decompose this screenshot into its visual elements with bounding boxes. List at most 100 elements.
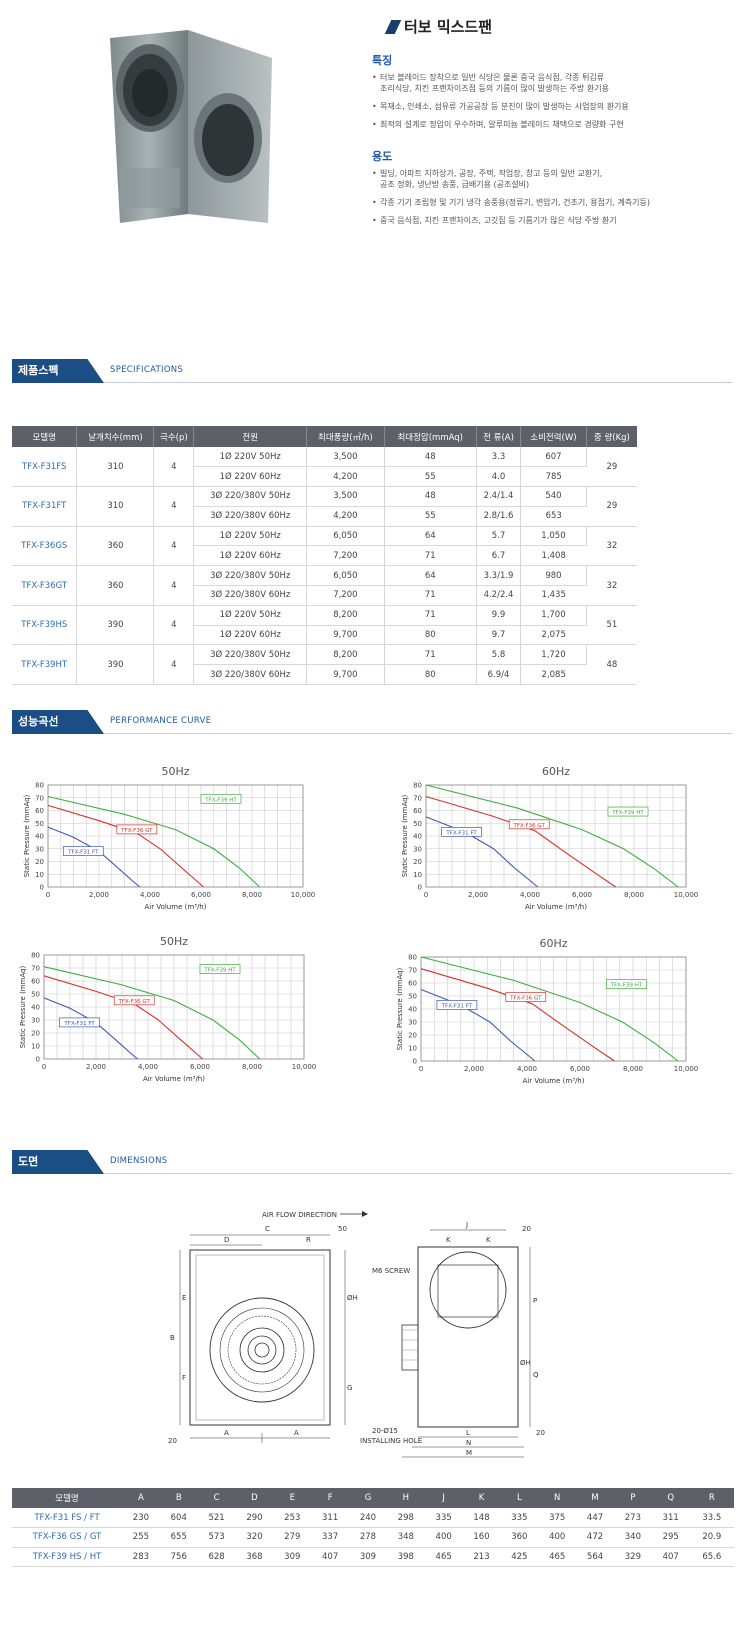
y-tick-label: 70	[31, 965, 40, 973]
dims-cell: 360	[500, 1527, 539, 1548]
spec-cell-weight: 29	[586, 486, 637, 527]
chart-60hz-a: 60Hz 0 10 20 30 40 50 60 70 80 0 2,000 4,000 6,000 8,0…	[398, 763, 698, 923]
feature-item-line: 최적의 설계로 정압이 우수하며, 알루미늄 블레이드 채택으로 경량화 구현	[380, 120, 624, 129]
spec-cell: 9,700	[306, 664, 385, 686]
dims-cell: 348	[386, 1527, 425, 1548]
y-tick-label: 10	[408, 1045, 417, 1053]
x-tick-label: 4,000	[138, 1063, 158, 1071]
dims-row: TFX-F31 FS / FT 230 604 521 290 253 311 240 298 3…	[12, 1508, 734, 1528]
spec-cell: 1Ø 220V 50Hz	[193, 605, 308, 626]
dim-letter-G: G	[347, 1384, 352, 1392]
dims-cell: 320	[235, 1527, 274, 1548]
spec-cell: 55	[384, 506, 477, 527]
dims-cell: 407	[651, 1547, 690, 1567]
x-tick-label: 2,000	[464, 1065, 484, 1073]
x-tick-label: 6,000	[191, 891, 211, 899]
chart-60hz-b: 60Hz 0 10 20 30 40 50 60 70 80 0 2,000 4,000 6,000 8,0…	[393, 935, 698, 1097]
x-tick-label: 0	[46, 891, 50, 899]
spec-cell: 1,435	[520, 585, 587, 606]
title-slash-icon	[384, 19, 402, 34]
series-label: TFX-F31 FT	[445, 830, 477, 836]
y-tick-label: 40	[413, 833, 422, 841]
dim-letter-F: F	[182, 1374, 186, 1382]
dims-cell: 290	[235, 1508, 274, 1528]
spec-cell: 2.4/1.4	[476, 486, 522, 507]
y-tick-label: 70	[408, 967, 417, 975]
y-tick-label: 80	[31, 952, 40, 960]
dims-header-cell: G	[349, 1488, 387, 1508]
dims-cell: 335	[500, 1508, 539, 1528]
spec-header-cell: 최대정압(mmAq)	[384, 426, 477, 447]
dims-header-cell: K	[462, 1488, 501, 1508]
spec-cell: 2,085	[520, 664, 587, 686]
y-axis-label: Static Pressure (mmAq)	[23, 794, 31, 877]
series-label: TFX-F39 HT	[203, 968, 236, 974]
dims-cell: 655	[159, 1527, 198, 1548]
spec-cell-model: TFX-F36GS	[12, 526, 78, 567]
spec-cell-poles: 4	[153, 526, 195, 567]
dim-50: 50	[338, 1225, 347, 1233]
spec-cell: 4.0	[476, 466, 522, 488]
dims-header-cell: F	[311, 1488, 350, 1508]
dims-cell: 564	[576, 1547, 614, 1567]
y-tick-label: 60	[408, 980, 417, 988]
dim-letter-P: P	[533, 1297, 537, 1305]
y-tick-label: 70	[413, 794, 422, 802]
dims-cell: 295	[651, 1527, 690, 1548]
y-axis-label: Static Pressure (mmAq)	[19, 965, 27, 1048]
series-tag-box	[62, 846, 104, 856]
x-tick-label: 8,000	[242, 1063, 262, 1071]
y-tick-label: 30	[413, 845, 422, 853]
spec-cell: 1,050	[520, 526, 587, 547]
spec-cell: 5.8	[476, 644, 522, 666]
spec-cell-poles: 4	[153, 644, 195, 686]
x-tick-label: 2,000	[89, 891, 109, 899]
spec-cell: 6.7	[476, 545, 522, 567]
spec-cell: 1Ø 220V 60Hz	[193, 545, 308, 567]
series-label: TFX-F31 FT	[67, 850, 99, 856]
dims-table-header: 모델명 A B C D E F G H J K L N M P Q R	[12, 1488, 734, 1508]
y-tick-label: 50	[413, 820, 422, 828]
x-tick-label: 4,000	[140, 891, 160, 899]
spec-row: TFX-F31FT 310 4 3Ø 220/380V 50Hz 3,500 48 2.4/…	[12, 486, 637, 527]
dims-cell: 340	[613, 1527, 652, 1548]
y-tick-label: 0	[413, 1058, 417, 1066]
series-line	[47, 804, 204, 888]
y-tick-label: 60	[413, 807, 422, 815]
y-tick-label: 60	[31, 978, 40, 986]
spec-cell-blade: 310	[76, 486, 155, 527]
series-label: TFX-F39 HT	[611, 810, 644, 816]
y-tick-label: 10	[31, 1043, 40, 1051]
x-tick-label: 10,000	[674, 891, 698, 899]
spec-cell-model: TFX-F36GT	[12, 565, 78, 606]
spec-cell-weight: 32	[586, 565, 637, 606]
dim-letter-A1: A	[224, 1429, 229, 1437]
series-line	[420, 968, 615, 1062]
spec-cell: 3,500	[306, 486, 385, 507]
installing-label: INSTALLING HOLE	[360, 1437, 422, 1445]
series-line	[420, 956, 679, 1062]
spec-cell: 64	[384, 526, 477, 547]
spec-cell-blade: 390	[76, 644, 155, 686]
series-tag-box	[505, 992, 547, 1002]
spec-cell: 4.2/2.4	[476, 585, 522, 606]
spec-cell: 48	[384, 447, 477, 468]
dims-cell: 465	[538, 1547, 577, 1567]
dim-letter-N: N	[466, 1439, 471, 1447]
spec-cell: 2,075	[520, 625, 587, 646]
product-title: 터보 믹스드팬	[404, 18, 493, 36]
dim-letter-L: L	[466, 1429, 470, 1437]
chart-50hz-a: 50Hz 0 10 20 30 40 50 60 70 80 0 2,000 4,000 6,000 8,0…	[20, 763, 315, 923]
dim-letter-A2: A	[294, 1429, 299, 1437]
dims-section-en: DIMENSIONS	[110, 1156, 168, 1166]
airflow-label: AIR FLOW DIRECTION	[262, 1211, 337, 1219]
x-tick-label: 8,000	[242, 891, 262, 899]
spec-cell: 64	[384, 565, 477, 587]
spec-table: 모델명 날개치수(mm) 극수(p) 전원 최대풍량(㎥/h) 최대정압(mmAq) 전 류…	[12, 426, 637, 686]
dims-cell: 400	[424, 1527, 463, 1548]
dims-cell-model: TFX-F39 HS / HT	[12, 1547, 122, 1567]
spec-cell: 3Ø 220/380V 50Hz	[193, 486, 308, 507]
dims-cell: 309	[273, 1547, 312, 1567]
feature-item: 목재소, 인쇄소, 섬유류 가공공장 등 분진이 많이 발생하는 사업장의 환기…	[372, 101, 732, 112]
dim-letter-K2: K	[486, 1236, 491, 1244]
